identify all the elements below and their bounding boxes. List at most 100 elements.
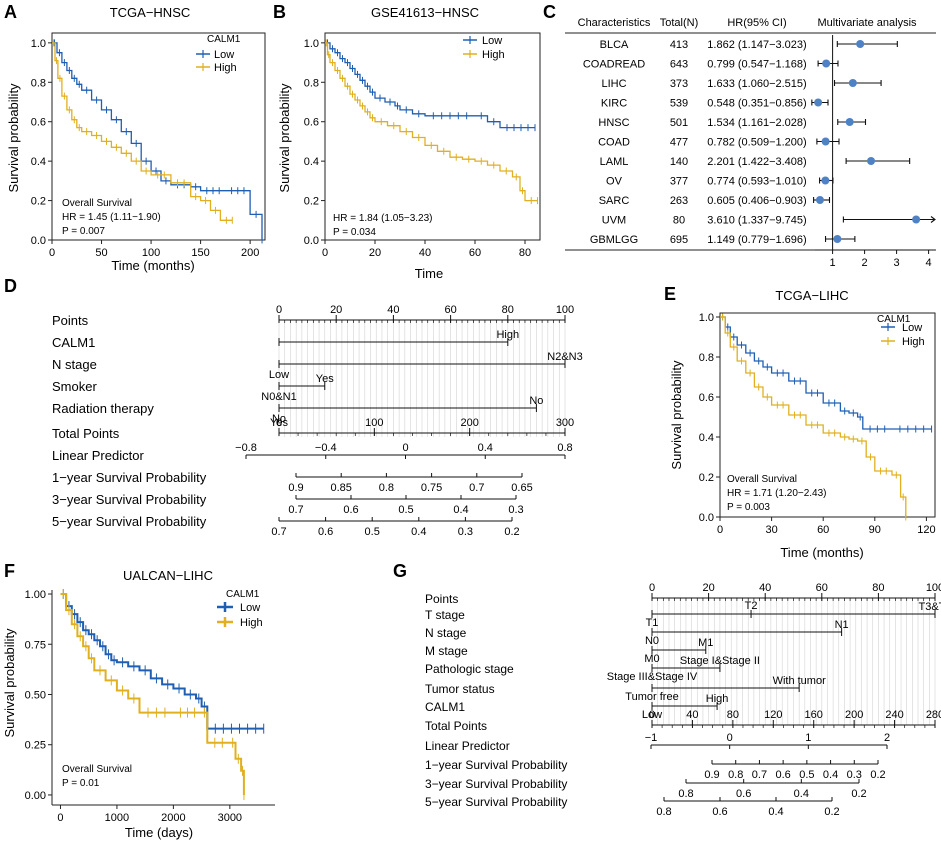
y-tick-label-b: 0.4	[304, 156, 319, 168]
nomogram-lp-tick-label-d: −0.8	[235, 442, 257, 454]
forest-total-n: 140	[670, 156, 688, 168]
nomogram-tick-label-g: 280	[926, 709, 941, 721]
nomogram-prob-tick-label-g: 0.3	[847, 769, 862, 781]
nomogram-level-label-d: N2&N3	[547, 351, 582, 363]
nomogram-level-label-g: N1	[835, 619, 849, 631]
nomogram-level-label-d: No	[529, 395, 543, 407]
annotation-a-2: HR = 1.45 (1.11−1.90)	[62, 212, 161, 223]
legend-title-a: CALM1	[207, 34, 241, 45]
nomogram-tick-label-d: 100	[556, 304, 574, 316]
chart-title-e: TCGA−LIHC	[775, 288, 848, 303]
panel-letter-d: D	[4, 276, 17, 296]
nomogram-tick-label-g: 120	[764, 709, 782, 721]
forest-hr-point	[856, 40, 865, 48]
nomogram-lp-tick-label-g: 1	[805, 732, 811, 744]
nomogram-prob-tick-label-g: 0.2	[824, 806, 839, 818]
nomogram-prob-tick-label-g: 0.2	[851, 788, 866, 800]
nomogram-prob-tick-label-g: 0.8	[678, 788, 693, 800]
nomogram-prob-tick-label-d: 0.6	[343, 504, 358, 516]
forest-hr-text: 1.633 (1.060−2.515)	[707, 78, 806, 90]
nomogram-level-label-d: High	[496, 329, 519, 341]
nomogram-prob-tick-label-g: 0.6	[712, 806, 727, 818]
nomogram-level-label-d: Yes	[270, 417, 288, 429]
y-tick-label-b: 0.8	[304, 77, 319, 89]
nomogram-prob-tick-label-g: 0.7	[752, 769, 767, 781]
nomogram-prob-tick-label-g: 0.8	[656, 806, 671, 818]
forest-hr-point	[848, 79, 857, 87]
nomogram-lp-tick-label-d: 0	[402, 442, 408, 454]
nomogram-tick-label-g: 80	[872, 582, 884, 594]
nomogram-prob-tick-label-g: 0.8	[728, 769, 743, 781]
forest-label: COAD	[598, 137, 630, 149]
nomogram-level-label-g: N0	[645, 635, 659, 647]
x-tick-label-f: 1000	[105, 812, 129, 824]
forest-hr-point	[814, 98, 823, 107]
nomogram-tick-label-d: 20	[330, 304, 342, 316]
y-tick-label-e: 1.0	[699, 312, 714, 324]
nomogram-tick-label-g: 40	[686, 709, 698, 721]
nomogram-row-label-d: Points	[52, 313, 89, 328]
nomogram-row-label-g: T stage	[425, 608, 465, 622]
forest-total-n: 539	[670, 98, 688, 110]
x-tick-label-b: 60	[469, 247, 481, 259]
nomogram-tick-label-d: 0	[276, 417, 282, 429]
panel-letter-f: F	[4, 561, 15, 581]
nomogram-row-label-d: 1−year Survival Probability	[52, 470, 207, 485]
nomogram-prob-tick-label-d: 0.7	[288, 504, 303, 516]
forest-label: GBMLGG	[590, 234, 638, 246]
panel-c: C Characteristics Total(N) HR(95% CI) Mu…	[543, 2, 936, 269]
x-axis-label-e: Time (months)	[780, 545, 863, 560]
annotation-a-1: Overall Survival	[62, 198, 132, 209]
x-tick-label-a: 100	[142, 247, 160, 259]
nomogram-lp-tick-label-d: 0.8	[557, 442, 572, 454]
nomogram-lp-tick-label-d: −0.4	[315, 442, 337, 454]
panel-f: F UALCAN−LIHC 0.00 0.25 0.50 0.75 1.00 0 1000 2…	[2, 561, 275, 840]
plot-frame-e	[719, 312, 936, 518]
nomogram-prob-tick-label-g: 0.2	[870, 769, 885, 781]
forest-hr-text: 1.862 (1.147−3.023)	[707, 39, 806, 51]
y-axis-label-b: Survival probability	[277, 83, 292, 193]
axes-b: 0.0 0.2 0.4 0.6 0.8 1.0 0 20 40 60 80	[304, 32, 541, 259]
nomogram-prob-tick-label-g: 0.9	[704, 769, 719, 781]
nomogram-level-label-g: Tumor free	[625, 691, 678, 703]
legend-label-high-b: High	[482, 49, 505, 61]
forest-plot-c: BLCA 413 1.862 (1.147−3.023)COADREAD 643 0.7…	[583, 35, 936, 269]
nomogram-tick-label-g: 40	[759, 582, 771, 594]
annotation-f-2: P = 0.01	[62, 778, 100, 789]
annotation-f-1: Overall Survival	[62, 764, 132, 775]
forest-label: UVM	[602, 215, 626, 227]
nomogram-prob-tick-label-d: 0.9	[288, 482, 303, 494]
nomogram-prob-tick-label-g: 0.6	[775, 769, 790, 781]
y-tick-label-f: 0.50	[25, 689, 46, 701]
x-tick-label-a: 200	[241, 247, 259, 259]
forest-total-n: 413	[670, 39, 688, 51]
nomogram-level-label-d: No	[272, 413, 286, 425]
nomogram-prob-tick-label-d: 0.4	[411, 526, 426, 538]
y-tick-label-a: 0.8	[31, 77, 46, 89]
forest-total-n: 643	[670, 59, 688, 71]
nomogram-row-label-g: Tumor status	[425, 682, 495, 696]
nomogram-row-label-d: N stage	[52, 357, 97, 372]
nomogram-row-label-g: 1−year Survival Probability	[425, 758, 567, 772]
km-curve-low-f	[60, 593, 264, 730]
forest-hr-point	[815, 196, 824, 204]
annotation-b-2: P = 0.034	[333, 227, 376, 238]
plot-frame-b	[324, 32, 541, 241]
y-tick-label-f: 0.00	[25, 790, 46, 802]
forest-hr-text: 0.548 (0.351−0.856)	[707, 98, 806, 110]
chart-title-a: TCGA−HNSC	[110, 5, 191, 20]
legend-label-low-a: Low	[214, 49, 234, 61]
nomogram-tick-label-d: 0	[276, 304, 282, 316]
x-tick-label-f: 0	[57, 812, 63, 824]
axes-e: 0.0 0.2 0.4 0.6 0.8 1.0 0 30 60 90 120	[699, 312, 936, 536]
x-tick-label-e: 90	[869, 524, 881, 536]
forest-hr-point	[867, 157, 876, 165]
x-tick-label-a: 50	[95, 247, 107, 259]
nomogram-lp-tick-label-g: −1	[645, 732, 658, 744]
y-tick-label-b: 0.2	[304, 196, 319, 208]
nomogram-row-label-g: Pathologic stage	[425, 662, 514, 676]
forest-hr-point	[912, 215, 921, 224]
x-tick-label-e: 30	[765, 524, 777, 536]
legend-label-high-e: High	[902, 336, 925, 348]
